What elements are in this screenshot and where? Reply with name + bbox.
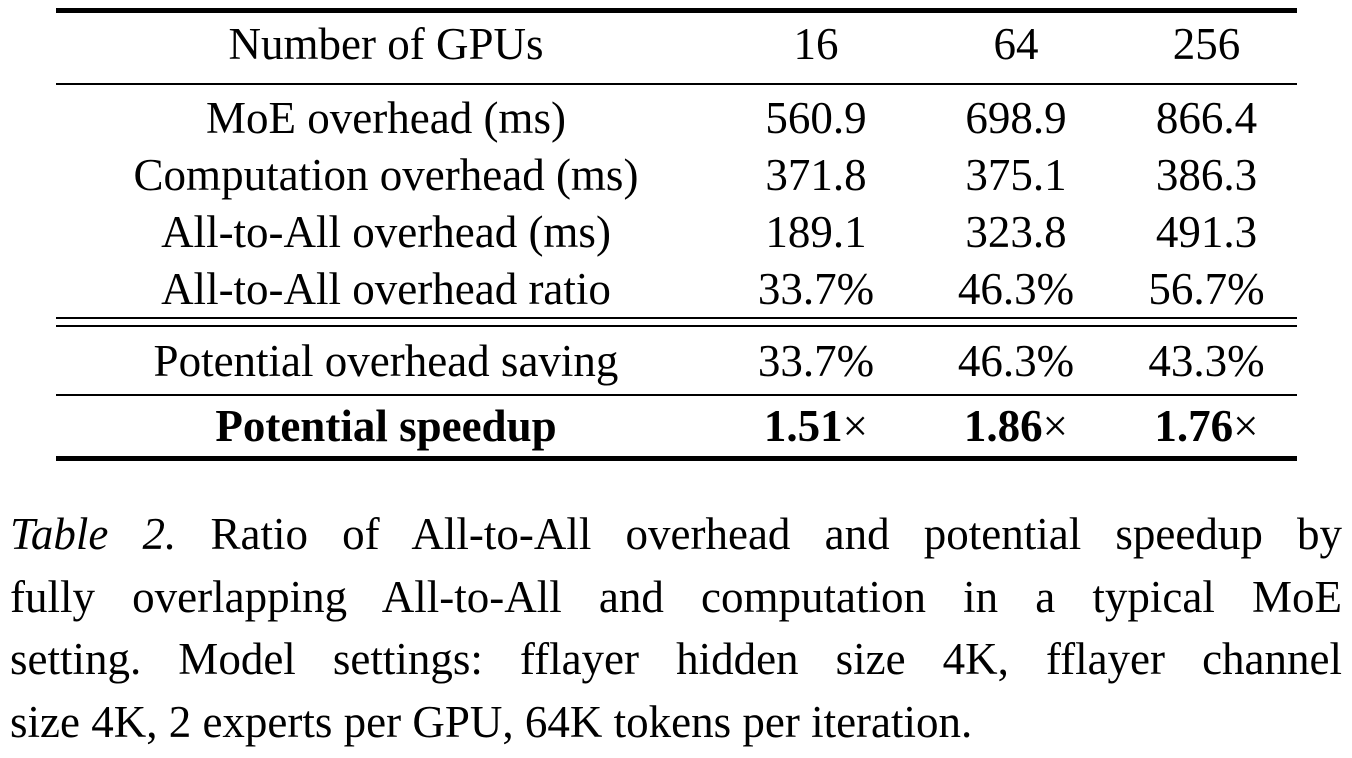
table-header-row: Number of GPUs 16 64 256 — [56, 8, 1297, 75]
cell-value: 866.4 — [1155, 92, 1258, 143]
cell-value: 189.1 — [765, 206, 867, 257]
cell-value: 33.7% — [716, 326, 916, 396]
header-cell-64: 64 — [916, 8, 1116, 75]
table-row: Computation overhead (ms) 371.8 375.1 38… — [56, 146, 1297, 203]
table-caption: Table 2. Ratio of All-to-All overhead an… — [10, 503, 1342, 753]
section-double-rule — [56, 318, 1297, 327]
caption-line: Table 2. Ratio of All-to-All overhead an… — [10, 503, 1342, 566]
row-label: Potential overhead saving — [56, 326, 716, 396]
cell-value: 560.9 — [765, 92, 867, 143]
speedup-value: 1.86 — [963, 401, 1043, 451]
cell-value: 371.8 — [765, 149, 867, 200]
cell-value: 698.9 — [965, 92, 1067, 143]
header-cell-16: 16 — [716, 8, 916, 75]
cell-value: 386.3 — [1155, 149, 1258, 200]
cell-value: 43.3% — [1116, 326, 1297, 396]
row-label: MoE overhead (ms) — [206, 92, 566, 143]
header-double-rule — [56, 75, 1297, 85]
table-row-saving: Potential overhead saving 33.7% 46.3% 43… — [56, 326, 1297, 396]
times-symbol: × — [1042, 401, 1069, 451]
table-row: All-to-All overhead (ms) 189.1 323.8 491… — [56, 203, 1297, 260]
row-label: All-to-All overhead ratio — [56, 260, 716, 319]
cell-value: 1.76× — [1116, 395, 1297, 461]
results-table-container: Number of GPUs 16 64 256 MoE overhead (m… — [56, 8, 1297, 461]
row-label: Potential speedup — [56, 395, 716, 461]
caption-line: size 4K, 2 experts per GPU, 64K tokens p… — [10, 696, 973, 747]
speedup-value: 1.76 — [1154, 401, 1234, 451]
header-cell-256: 256 — [1116, 8, 1297, 75]
cell-value: 491.3 — [1155, 206, 1258, 257]
row-label: Computation overhead (ms) — [133, 149, 639, 200]
caption-label: Table 2. — [10, 509, 177, 559]
times-symbol: × — [842, 401, 869, 451]
cell-value: 1.86× — [916, 395, 1116, 461]
cell-value: 1.51× — [716, 395, 916, 461]
speedup-value: 1.51 — [763, 401, 843, 451]
caption-line: setting. Model settings: fflayer hidden … — [10, 634, 1342, 684]
cell-value: 46.3% — [916, 260, 1116, 319]
times-symbol: × — [1233, 401, 1259, 451]
cell-value: 56.7% — [1116, 260, 1297, 319]
cell-value: 323.8 — [965, 206, 1067, 257]
cell-value: 375.1 — [965, 149, 1067, 200]
results-table: Number of GPUs 16 64 256 MoE overhead (m… — [56, 8, 1297, 461]
cell-value: 46.3% — [916, 326, 1116, 396]
cell-value: 33.7% — [716, 260, 916, 319]
row-label: All-to-All overhead (ms) — [161, 206, 611, 257]
table-row: All-to-All overhead ratio 33.7% 46.3% 56… — [56, 260, 1297, 319]
table-row-speedup: Potential speedup 1.51× 1.86× 1.76× — [56, 395, 1297, 461]
caption-line: fully overlapping All-to-All and computa… — [10, 571, 1342, 622]
table-row: MoE overhead (ms) 560.9 698.9 866.4 — [56, 84, 1297, 146]
caption-text: Ratio of All-to-All overhead and potenti… — [210, 509, 1343, 559]
header-cell-label: Number of GPUs — [56, 8, 716, 75]
